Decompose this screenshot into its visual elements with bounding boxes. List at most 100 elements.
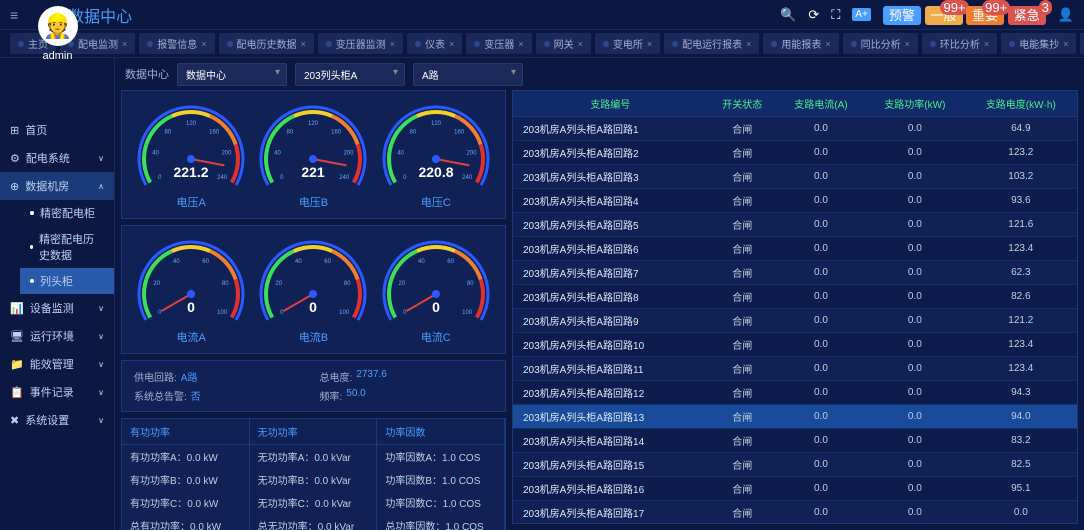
table-header: 支路编号 xyxy=(513,91,708,117)
gauge-电压A: 04080120160200240 221.2 电压A xyxy=(134,99,249,210)
table-row[interactable]: 203机房A列头柜A路回路14合闸0.00.083.2 xyxy=(513,429,1077,453)
table-row[interactable]: 203机房A列头柜A路回路12合闸0.00.094.3 xyxy=(513,381,1077,405)
table-row[interactable]: 203机房A列头柜A路回路4合闸0.00.093.6 xyxy=(513,189,1077,213)
tab-网关[interactable]: 网关× xyxy=(536,33,591,54)
svg-text:80: 80 xyxy=(467,281,474,287)
svg-text:240: 240 xyxy=(462,175,473,181)
alert-badge[interactable]: 一般99+ xyxy=(925,6,963,25)
gauge-电流A: 020406080100 0 电流A xyxy=(134,234,249,345)
menu-设备监测[interactable]: 📊设备监测∨ xyxy=(0,294,114,322)
tab-变电所[interactable]: 变电所× xyxy=(595,33,660,54)
menu-系统设置[interactable]: ✖系统设置∨ xyxy=(0,406,114,434)
table-row[interactable]: 203机房A列头柜A路回路17合闸0.00.00.0 xyxy=(513,501,1077,525)
svg-text:120: 120 xyxy=(186,121,197,127)
menu-icon: 📁 xyxy=(10,358,24,371)
svg-text:60: 60 xyxy=(447,259,454,265)
svg-text:120: 120 xyxy=(308,121,319,127)
svg-text:200: 200 xyxy=(222,151,233,157)
menu-配电系统[interactable]: ⚙配电系统∨ xyxy=(0,144,114,172)
menu-icon: 🖥 xyxy=(10,330,24,343)
svg-text:20: 20 xyxy=(154,281,161,287)
svg-text:80: 80 xyxy=(287,129,294,135)
alert-badge[interactable]: 紧急3 xyxy=(1008,6,1046,25)
tab-用能报表[interactable]: 用能报表× xyxy=(763,33,838,54)
table-row[interactable]: 203机房A列头柜A路回路1合闸0.00.064.9 xyxy=(513,117,1077,141)
submenu-列头柜[interactable]: 列头柜 xyxy=(20,268,114,294)
tab-仪表[interactable]: 仪表× xyxy=(407,33,462,54)
svg-text:100: 100 xyxy=(462,310,473,316)
svg-text:221: 221 xyxy=(302,164,326,180)
search-icon[interactable]: 🔍 xyxy=(780,7,796,23)
menu-事件记录[interactable]: 📋事件记录∨ xyxy=(0,378,114,406)
menu-数据机房[interactable]: ⊕数据机房∧ xyxy=(0,172,114,200)
alert-badge[interactable]: 重要99+ xyxy=(966,6,1004,25)
user-icon[interactable]: 👤 xyxy=(1058,7,1074,23)
table-row[interactable]: 203机房A列头柜A路回路6合闸0.00.0123.4 xyxy=(513,237,1077,261)
menu-icon: ⚙ xyxy=(10,152,20,165)
svg-text:200: 200 xyxy=(344,151,355,157)
tab-电能集抄[interactable]: 电能集抄× xyxy=(1001,33,1076,54)
table-row[interactable]: 203机房A列头柜A路回路5合闸0.00.0121.6 xyxy=(513,213,1077,237)
table-header: 开关状态 xyxy=(708,91,777,117)
power-panel: 有功功率无功功率功率因数有功功率A：0.0 kW无功功率A：0.0 kVar功率… xyxy=(121,418,506,530)
svg-text:40: 40 xyxy=(397,151,404,157)
submenu-精密配电历史数据[interactable]: 精密配电历史数据 xyxy=(20,226,114,268)
menu-首页[interactable]: ⊞首页 xyxy=(0,116,114,144)
tab-变压器[interactable]: 变压器× xyxy=(466,33,531,54)
table-row[interactable]: 203机房A列头柜A路回路3合闸0.00.0103.2 xyxy=(513,165,1077,189)
svg-text:221.2: 221.2 xyxy=(174,164,209,180)
table-row[interactable]: 203机房A列头柜A路回路16合闸0.00.095.1 xyxy=(513,477,1077,501)
lang-icon[interactable]: A+ xyxy=(852,8,871,21)
svg-text:240: 240 xyxy=(217,175,228,181)
table-header: 支路电流(A) xyxy=(777,91,865,117)
svg-text:160: 160 xyxy=(332,129,343,135)
table-row[interactable]: 203机房A列头柜A路回路13合闸0.00.094.0 xyxy=(513,405,1077,429)
sidebar: ⊞首页⚙配电系统∨⊕数据机房∧精密配电柜精密配电历史数据列头柜📊设备监测∨🖥运行… xyxy=(0,58,115,530)
filter-select[interactable]: 数据中心 xyxy=(177,63,287,86)
tab-配电运行报表[interactable]: 配电运行报表× xyxy=(664,33,759,54)
svg-text:20: 20 xyxy=(398,281,405,287)
menu-icon: ⊞ xyxy=(10,124,19,137)
svg-text:100: 100 xyxy=(340,310,351,316)
table-header: 支路功率(kW) xyxy=(865,91,965,117)
tab-配电历史数据[interactable]: 配电历史数据× xyxy=(219,33,314,54)
svg-text:80: 80 xyxy=(409,129,416,135)
table-row[interactable]: 203机房A列头柜A路回路9合闸0.00.0121.2 xyxy=(513,309,1077,333)
alert-badge[interactable]: 预警 xyxy=(883,6,921,25)
svg-text:0: 0 xyxy=(403,175,407,181)
svg-text:0: 0 xyxy=(187,299,195,315)
table-row[interactable]: 203机房A列头柜A路回路10合闸0.00.0123.4 xyxy=(513,333,1077,357)
svg-text:0: 0 xyxy=(281,175,285,181)
avatar-name: admin xyxy=(0,50,115,62)
svg-text:40: 40 xyxy=(418,259,425,265)
tab-变压器监测[interactable]: 变压器监测× xyxy=(318,33,403,54)
svg-text:40: 40 xyxy=(173,259,180,265)
menu-能效管理[interactable]: 📁能效管理∨ xyxy=(0,350,114,378)
refresh-icon[interactable]: ⟳ xyxy=(808,7,819,23)
data-table: 支路编号开关状态支路电流(A)支路功率(kW)支路电度(kW·h)203机房A列… xyxy=(513,91,1077,524)
svg-text:240: 240 xyxy=(340,175,351,181)
tab-用能及电器报表[interactable]: 用能及电器报表× xyxy=(1080,33,1084,54)
tab-bar: 主页配电监测×报警信息×配电历史数据×变压器监测×仪表×变压器×网关×变电所×配… xyxy=(0,30,1084,58)
filter-select[interactable]: 203列头柜A xyxy=(295,63,405,86)
table-row[interactable]: 203机房A列头柜A路回路8合闸0.00.082.6 xyxy=(513,285,1077,309)
table-row[interactable]: 203机房A列头柜A路回路7合闸0.00.062.3 xyxy=(513,261,1077,285)
table-row[interactable]: 203机房A列头柜A路回路2合闸0.00.0123.2 xyxy=(513,141,1077,165)
menu-运行环境[interactable]: 🖥运行环境∨ xyxy=(0,322,114,350)
tab-环比分析[interactable]: 环比分析× xyxy=(922,33,997,54)
table-row[interactable]: 203机房A列头柜A路回路11合闸0.00.0123.4 xyxy=(513,357,1077,381)
table-row[interactable]: 203机房A列头柜A路回路15合闸0.00.082.5 xyxy=(513,453,1077,477)
svg-text:40: 40 xyxy=(152,151,159,157)
tab-同比分析[interactable]: 同比分析× xyxy=(843,33,918,54)
submenu-精密配电柜[interactable]: 精密配电柜 xyxy=(20,200,114,226)
fullscreen-icon[interactable]: ⛶ xyxy=(831,7,840,23)
gauge-电压C: 04080120160200240 220.8 电压C xyxy=(378,99,493,210)
filter-select[interactable]: A路 xyxy=(413,63,523,86)
filter-label: 数据中心 xyxy=(125,66,169,82)
voltage-gauges: 04080120160200240 221.2 电压A 040801201602… xyxy=(121,90,506,219)
menu-icon: 📋 xyxy=(10,386,24,399)
svg-text:80: 80 xyxy=(165,129,172,135)
avatar[interactable]: 👷 xyxy=(38,6,78,46)
tab-报警信息[interactable]: 报警信息× xyxy=(139,33,214,54)
data-table-panel: 支路编号开关状态支路电流(A)支路功率(kW)支路电度(kW·h)203机房A列… xyxy=(512,90,1078,524)
